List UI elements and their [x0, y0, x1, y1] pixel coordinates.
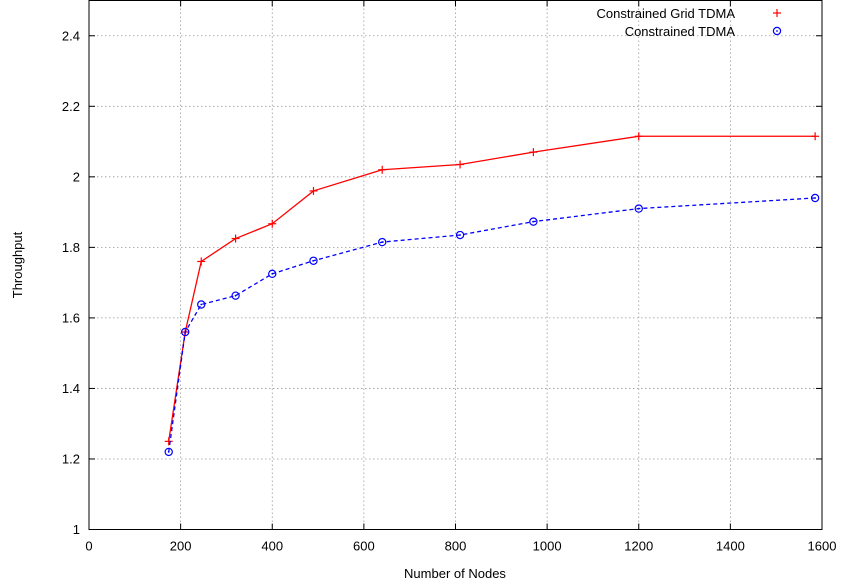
data-point: [529, 217, 538, 226]
series-0: [164, 132, 820, 446]
axis-ticks: 0 200 400 600 800 1000 1200 1400 1600 1 1.2 1.4 1.6 1…: [62, 0, 837, 554]
data-point: [231, 234, 240, 243]
series-1: [164, 193, 820, 457]
x-tick-label: 1200: [624, 539, 653, 554]
marker-dot: [312, 259, 315, 262]
marker-ring: [810, 193, 820, 203]
marker-dot: [532, 220, 535, 223]
x-tick-label: 1600: [808, 539, 837, 554]
data-point: [634, 204, 643, 213]
data-point: [455, 230, 465, 240]
legend-item: Constrained TDMA: [625, 24, 782, 39]
data-point: [197, 300, 206, 309]
marker-ring: [772, 26, 782, 36]
x-tick-label: 800: [445, 539, 467, 554]
legend-label: Constrained Grid TDMA: [597, 6, 736, 21]
x-tick-label: 200: [170, 539, 192, 554]
data-point: [810, 193, 820, 203]
data-point: [378, 165, 387, 174]
marker-dot: [271, 272, 274, 275]
y-tick-label: 1.2: [62, 451, 80, 466]
x-tick-label: 0: [85, 539, 92, 554]
data-point: [378, 237, 387, 247]
data-point: [268, 269, 277, 279]
marker-dot: [381, 241, 384, 243]
data-point: [529, 148, 538, 157]
x-tick-label: 1000: [533, 539, 562, 554]
legend-label: Constrained TDMA: [625, 24, 736, 39]
marker-ring: [634, 204, 643, 213]
x-axis-title: Number of Nodes: [404, 566, 506, 581]
y-tick-label: 2: [73, 169, 80, 184]
series-layer: [164, 132, 820, 457]
marker-dot: [637, 207, 640, 210]
marker-ring: [197, 300, 206, 309]
marker-dot: [814, 197, 817, 199]
marker-dot: [200, 303, 203, 306]
data-point: [811, 132, 820, 141]
marker-dot: [167, 451, 170, 453]
marker-dot: [459, 234, 461, 236]
data-point: [309, 186, 318, 195]
y-tick-label: 1.6: [62, 310, 80, 325]
grid-lines: [89, 0, 822, 530]
marker-ring: [455, 230, 465, 240]
y-tick-label: 1.4: [62, 381, 80, 396]
x-tick-label: 1400: [716, 539, 745, 554]
marker-ring: [378, 237, 387, 247]
series-line: [168, 197, 816, 452]
marker-dot: [776, 30, 778, 32]
legend-marker: [772, 26, 782, 36]
marker-ring: [529, 217, 538, 226]
legend-item: Constrained Grid TDMA: [597, 6, 781, 21]
y-tick-label: 1.8: [62, 240, 80, 255]
data-point: [197, 257, 206, 266]
data-point: [456, 160, 465, 169]
x-tick-label: 400: [261, 539, 283, 554]
legend-marker: [773, 9, 781, 17]
data-point: [231, 291, 240, 300]
series-line: [168, 135, 816, 442]
y-tick-label: 2.4: [62, 28, 80, 43]
data-point: [164, 437, 173, 446]
legend: Constrained Grid TDMA Constrained TDMA: [597, 6, 782, 39]
marker-ring: [181, 327, 190, 337]
data-point: [309, 256, 318, 265]
data-point: [164, 447, 173, 457]
marker-ring: [268, 269, 277, 279]
data-point: [634, 132, 643, 141]
y-axis-title: Throughput: [10, 231, 25, 298]
marker-dot: [184, 331, 187, 333]
data-point: [181, 327, 190, 337]
data-point: [268, 219, 277, 228]
marker-ring: [164, 447, 173, 457]
y-tick-label: 2.2: [62, 99, 80, 114]
x-tick-label: 600: [353, 539, 375, 554]
marker-ring: [309, 256, 318, 265]
y-tick-label: 1: [73, 522, 80, 537]
marker-dot: [234, 294, 237, 297]
marker-ring: [231, 291, 240, 300]
